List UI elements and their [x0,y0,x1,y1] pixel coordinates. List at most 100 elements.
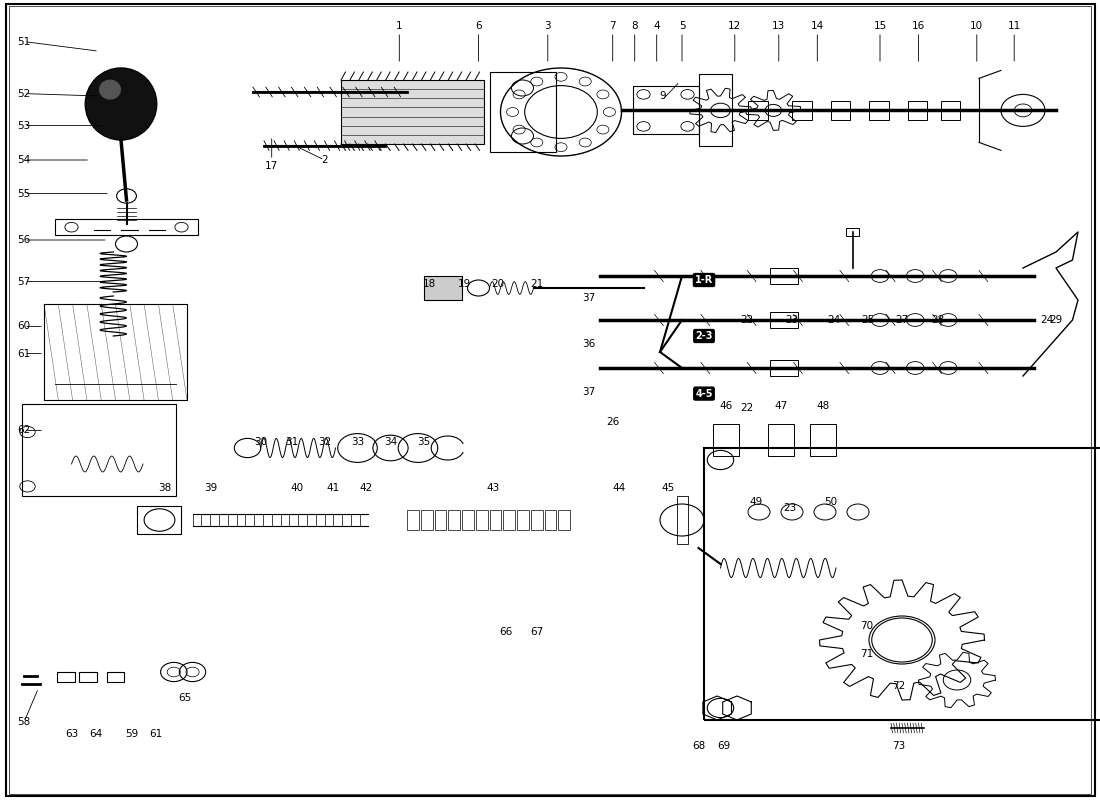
Bar [420,510,432,530]
Text: 42: 42 [360,483,373,493]
Text: 8: 8 [631,22,638,31]
Bar [810,424,836,456]
Text: 16: 16 [912,22,925,31]
Bar [940,101,960,120]
Text: 69: 69 [717,741,730,750]
Text: 72: 72 [892,681,905,690]
Text: 23: 23 [783,503,796,513]
Text: 68: 68 [692,741,705,750]
Bar [341,80,484,144]
Text: 61: 61 [18,349,31,358]
Text: 27: 27 [895,315,909,325]
Text: 43: 43 [486,483,499,493]
Text: 57: 57 [18,277,31,286]
Text: 2-3: 2-3 [695,331,713,341]
Bar [475,510,487,530]
Bar [490,72,556,152]
Text: 4-5: 4-5 [695,389,713,398]
Text: 29: 29 [1049,315,1063,325]
Bar [55,219,198,235]
Bar [558,510,570,530]
Text: 41: 41 [327,483,340,493]
Text: 53: 53 [18,121,31,130]
Text: 2: 2 [321,155,328,165]
Text: 56: 56 [18,235,31,245]
Bar [704,448,1100,720]
Text: 49: 49 [749,497,762,506]
Bar [462,510,474,530]
Text: 22: 22 [740,403,754,413]
Text: 60: 60 [18,322,31,331]
Bar [517,510,529,530]
Bar [698,74,732,146]
Text: 11: 11 [1008,22,1021,31]
Bar [768,424,794,456]
Bar [713,424,739,456]
Text: 25: 25 [861,315,875,325]
Text: 37: 37 [582,387,595,397]
Text: 40: 40 [290,483,304,493]
Text: 47: 47 [774,401,788,410]
Text: 65: 65 [178,693,191,702]
Ellipse shape [99,80,121,100]
Text: 34: 34 [384,437,397,446]
Text: 35: 35 [417,437,430,446]
Text: 61: 61 [150,730,163,739]
Text: 54: 54 [18,155,31,165]
Text: 21: 21 [530,279,543,289]
Text: 62: 62 [18,426,31,435]
Text: 58: 58 [18,717,31,726]
Text: 17: 17 [265,161,278,170]
Bar [407,510,419,530]
Bar [544,510,557,530]
Text: 15: 15 [873,22,887,31]
Text: 36: 36 [582,339,595,349]
Bar [792,101,812,120]
Text: 31: 31 [285,437,298,446]
Text: 4: 4 [653,22,660,31]
Text: 64: 64 [89,730,102,739]
Text: 22: 22 [740,315,754,325]
Text: 52: 52 [18,89,31,98]
Bar [138,506,182,534]
Text: 1: 1 [396,22,403,31]
Text: 38: 38 [158,483,172,493]
Text: 12: 12 [728,22,741,31]
Text: 3: 3 [544,22,551,31]
Text: 48: 48 [816,401,829,410]
Text: 71: 71 [860,649,873,658]
Text: 9: 9 [659,91,666,101]
Text: 55: 55 [18,189,31,198]
Bar [830,101,850,120]
Bar [57,672,75,682]
Text: 45: 45 [661,483,674,493]
Bar [770,312,798,328]
Text: 32: 32 [318,437,331,446]
Bar [434,510,447,530]
Text: 70: 70 [860,621,873,630]
Bar [504,510,515,530]
Bar [449,510,460,530]
Text: 14: 14 [811,22,824,31]
Bar [632,86,698,134]
Text: 28: 28 [932,315,945,325]
Text: 13: 13 [772,22,785,31]
Text: 5: 5 [679,22,685,31]
Text: 44: 44 [613,483,626,493]
Text: 10: 10 [970,22,983,31]
Text: 18: 18 [422,279,436,289]
Bar [530,510,542,530]
Bar [770,268,798,284]
Text: 23: 23 [785,315,799,325]
Ellipse shape [86,68,156,140]
Text: 50: 50 [824,497,837,506]
Bar [22,404,176,496]
Text: 24: 24 [1041,315,1054,325]
Text: 7: 7 [609,22,616,31]
Bar [748,101,768,120]
Bar [676,496,688,544]
Text: 46: 46 [719,401,733,410]
Bar [869,101,889,120]
Text: 51: 51 [18,37,31,46]
Text: 26: 26 [606,417,619,426]
